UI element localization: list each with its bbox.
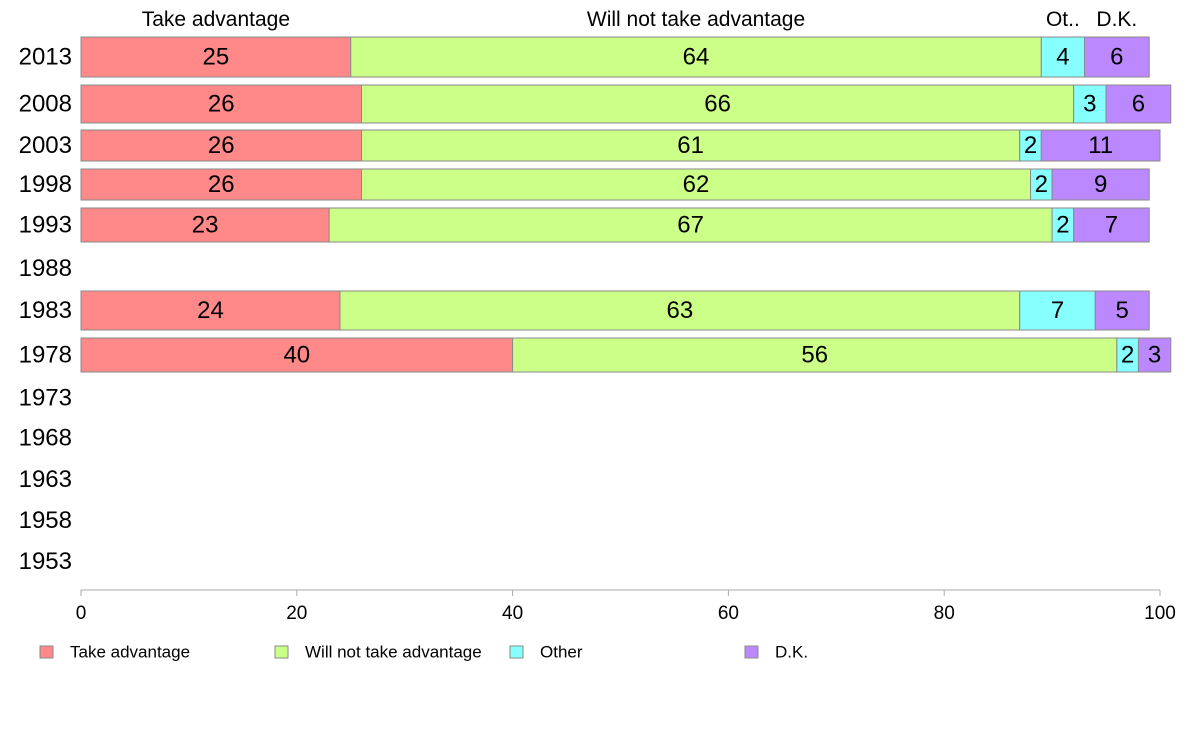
data-label: 2 <box>1035 171 1048 198</box>
column-header: Will not take advantage <box>587 8 805 31</box>
year-label: 1978 <box>19 342 72 369</box>
data-label: 2 <box>1056 212 1069 239</box>
data-label: 9 <box>1094 171 1107 198</box>
x-tick-label: 0 <box>76 603 87 624</box>
bar-segment <box>361 84 1075 124</box>
data-label: 63 <box>666 297 693 324</box>
year-label: 1988 <box>19 255 72 282</box>
data-label: 25 <box>203 44 230 71</box>
bar-segment <box>1137 337 1172 373</box>
bar-segment <box>80 337 514 373</box>
year-label: 1963 <box>19 466 72 493</box>
legend-label: D.K. <box>775 643 808 662</box>
column-header: D.K. <box>1096 8 1137 31</box>
bar-segment <box>1040 36 1085 78</box>
data-label: 3 <box>1148 342 1161 369</box>
data-label: 26 <box>208 132 235 159</box>
bar-segment <box>1083 36 1150 78</box>
bar-segment <box>80 129 363 162</box>
bar-segment <box>361 129 1021 162</box>
x-tick-label: 20 <box>286 603 307 624</box>
data-label: 64 <box>683 44 710 71</box>
data-label: 24 <box>197 297 224 324</box>
legend-swatch <box>274 645 289 659</box>
year-label: 1973 <box>19 385 72 412</box>
legend-label: Take advantage <box>70 643 190 662</box>
data-label: 11 <box>1088 132 1113 159</box>
year-label: 1983 <box>19 297 72 324</box>
x-tick-label: 100 <box>1144 603 1176 624</box>
bar-segment <box>80 290 341 331</box>
bar-segment <box>361 168 1032 201</box>
data-label: 23 <box>192 212 219 239</box>
data-label: 66 <box>704 91 731 118</box>
data-label: 6 <box>1132 91 1145 118</box>
year-label: 1953 <box>19 548 72 575</box>
bar-segment <box>80 84 363 124</box>
data-label: 5 <box>1116 297 1129 324</box>
column-header: Ot.. <box>1046 8 1080 31</box>
data-label: 2 <box>1024 132 1037 159</box>
data-label: 40 <box>283 342 310 369</box>
data-label: 26 <box>208 171 235 198</box>
x-tick-label: 60 <box>718 603 739 624</box>
x-tick-label: 40 <box>502 603 523 624</box>
data-label: 3 <box>1083 91 1096 118</box>
year-label: 1968 <box>19 425 72 452</box>
data-label: 67 <box>677 212 704 239</box>
year-label: 1998 <box>19 171 72 198</box>
bar-segment <box>1105 84 1172 124</box>
year-label: 1993 <box>19 212 72 239</box>
bar-segment <box>1094 290 1150 331</box>
year-label: 1958 <box>19 507 72 534</box>
bar-segment <box>80 168 363 201</box>
year-label: 2013 <box>19 44 72 71</box>
legend-label: Will not take advantage <box>305 643 482 662</box>
bar-segment <box>80 36 352 78</box>
legend-label: Other <box>540 643 583 662</box>
data-label: 61 <box>677 132 704 159</box>
year-label: 2008 <box>19 91 72 118</box>
bar-segment <box>1073 84 1107 124</box>
bar-segment <box>1040 129 1161 162</box>
legend-swatch <box>39 645 54 659</box>
data-label: 7 <box>1051 297 1064 324</box>
legend-swatch <box>744 645 759 659</box>
bar-segment <box>350 36 1042 78</box>
data-label: 2 <box>1121 342 1134 369</box>
data-label: 56 <box>801 342 828 369</box>
legend-swatch <box>509 645 524 659</box>
column-header: Take advantage <box>142 8 290 31</box>
bar-segment <box>512 337 1118 373</box>
year-label: 2003 <box>19 132 72 159</box>
x-tick-label: 80 <box>934 603 955 624</box>
bar-segment <box>1073 207 1150 243</box>
data-label: 62 <box>683 171 710 198</box>
data-label: 4 <box>1056 44 1069 71</box>
data-label: 26 <box>208 91 235 118</box>
bar-segment <box>339 290 1021 331</box>
data-label: 7 <box>1105 212 1118 239</box>
data-label: 6 <box>1110 44 1123 71</box>
bar-segment <box>1051 168 1150 201</box>
